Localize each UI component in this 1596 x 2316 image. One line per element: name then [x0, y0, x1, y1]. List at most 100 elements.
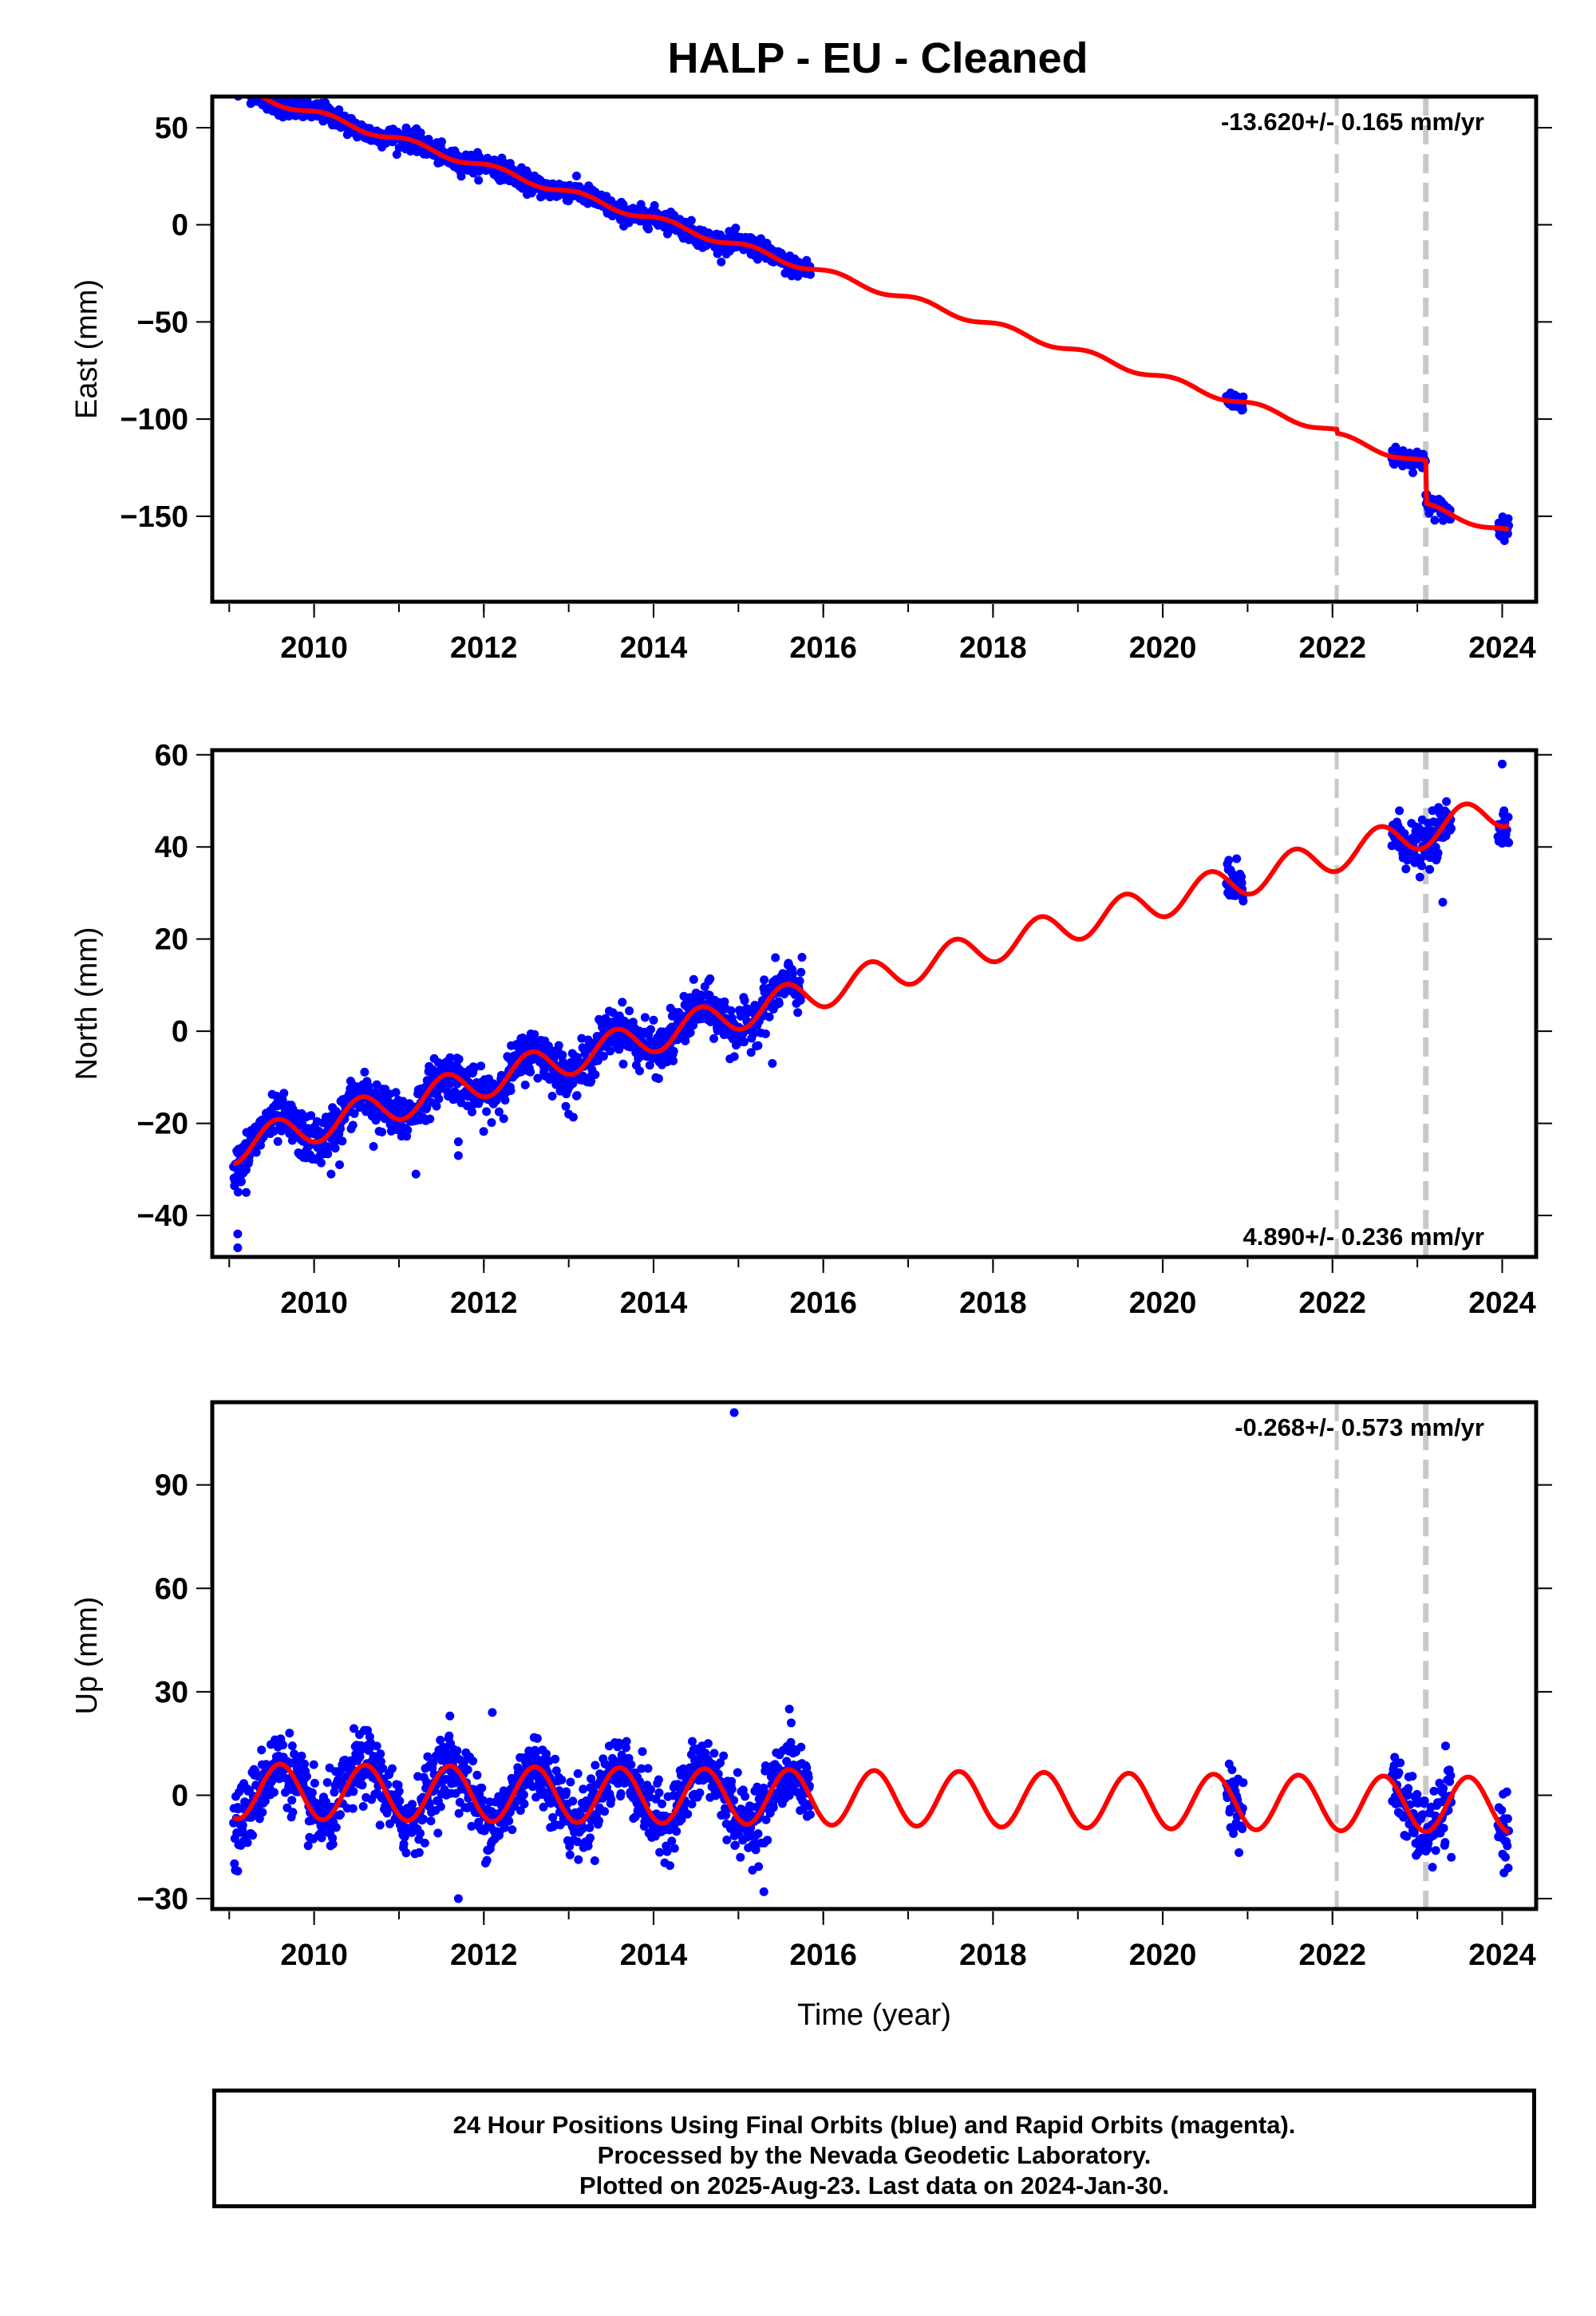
data-point — [1402, 1832, 1412, 1841]
y-tick-label: 60 — [155, 739, 188, 773]
data-point — [551, 1766, 561, 1776]
x-tick-label: 2014 — [620, 631, 688, 665]
data-point — [1404, 1784, 1413, 1793]
x-tick-label: 2014 — [620, 1939, 688, 1972]
data-point — [487, 1118, 496, 1128]
data-point — [709, 1034, 718, 1043]
x-tick-label: 2012 — [450, 631, 518, 665]
data-point — [233, 80, 242, 89]
data-point — [463, 1765, 472, 1774]
data-point — [640, 1013, 650, 1022]
data-point — [453, 1151, 463, 1160]
data-point — [622, 1743, 630, 1753]
data-point — [233, 1188, 243, 1197]
data-point — [557, 1775, 567, 1784]
data-point — [562, 1787, 571, 1796]
data-point — [677, 1815, 686, 1824]
panel-1: 2010 2012 2014 2016 2018 2020 2022 2024 50 0 −50 −1… — [70, 80, 1552, 665]
data-point — [1503, 1814, 1512, 1824]
data-point — [508, 1825, 517, 1835]
data-point — [635, 1066, 644, 1076]
data-point — [637, 1764, 646, 1773]
data-point — [606, 1795, 616, 1804]
data-point — [243, 81, 252, 89]
x-tick-label: 2018 — [959, 631, 1027, 665]
data-point — [579, 1784, 588, 1794]
data-point — [797, 953, 807, 962]
data-point — [565, 1850, 575, 1860]
data-point — [403, 1125, 413, 1135]
data-point — [729, 1408, 739, 1417]
data-point — [1390, 1753, 1400, 1762]
data-point — [233, 81, 242, 89]
data-point — [233, 1866, 243, 1875]
data-point — [358, 1780, 367, 1790]
footer-box: 24 Hour Positions Using Final Orbits (bl… — [212, 2089, 1536, 2208]
data-point — [358, 1802, 368, 1811]
data-point — [1412, 1789, 1422, 1799]
data-point — [1431, 1846, 1440, 1856]
data-point — [240, 81, 249, 89]
data-point — [252, 86, 261, 95]
data-point — [243, 1838, 252, 1848]
data-point — [244, 85, 253, 93]
x-tick-label: 2014 — [620, 1286, 688, 1320]
data-point — [573, 1769, 583, 1778]
data-point — [436, 1735, 445, 1745]
data-point — [444, 1731, 454, 1741]
data-point — [591, 1761, 600, 1770]
data-point — [1446, 1771, 1456, 1780]
data-point — [1428, 1863, 1437, 1872]
data-point — [246, 83, 255, 92]
data-point — [1395, 806, 1404, 816]
data-point — [348, 1804, 358, 1813]
data-point — [626, 1760, 636, 1769]
data-point — [528, 1782, 537, 1792]
data-point — [445, 1053, 455, 1062]
data-point — [482, 1107, 492, 1117]
data-point — [445, 1711, 455, 1721]
data-point — [1429, 1786, 1439, 1796]
data-point — [730, 1840, 740, 1850]
data-point — [517, 1067, 526, 1077]
data-point — [720, 997, 729, 1006]
data-point — [1415, 872, 1424, 882]
data-point — [547, 1092, 557, 1101]
data-point — [1238, 392, 1248, 401]
data-point — [310, 1778, 319, 1788]
data-point — [726, 1006, 736, 1015]
data-point — [318, 1828, 327, 1838]
x-tick-label: 2016 — [789, 1286, 857, 1320]
data-point — [372, 1080, 381, 1089]
data-point — [369, 1141, 378, 1151]
data-point — [646, 1784, 655, 1794]
data-point — [375, 1820, 385, 1830]
data-point — [350, 1724, 358, 1733]
data-point — [500, 1096, 510, 1105]
data-point — [796, 967, 806, 977]
data-point — [574, 1855, 583, 1864]
data-point — [586, 1833, 595, 1843]
data-point — [248, 1831, 258, 1840]
data-point — [251, 1148, 261, 1157]
data-point — [456, 172, 466, 181]
data-point — [238, 84, 247, 93]
data-point — [251, 86, 259, 95]
data-point — [1425, 864, 1435, 874]
data-point — [727, 1784, 737, 1794]
data-point — [1447, 1852, 1456, 1862]
data-point — [746, 1048, 756, 1057]
data-point — [392, 150, 401, 159]
data-point — [686, 215, 696, 225]
data-point — [568, 1796, 578, 1806]
data-point — [267, 1777, 276, 1786]
data-point — [331, 1823, 341, 1832]
data-point — [625, 1006, 634, 1016]
data-point — [401, 1848, 411, 1858]
data-point — [1408, 1772, 1417, 1781]
data-point — [740, 1037, 749, 1047]
data-point — [229, 82, 238, 91]
data-point — [336, 1124, 345, 1133]
data-point — [774, 998, 784, 1008]
data-point — [253, 80, 262, 89]
